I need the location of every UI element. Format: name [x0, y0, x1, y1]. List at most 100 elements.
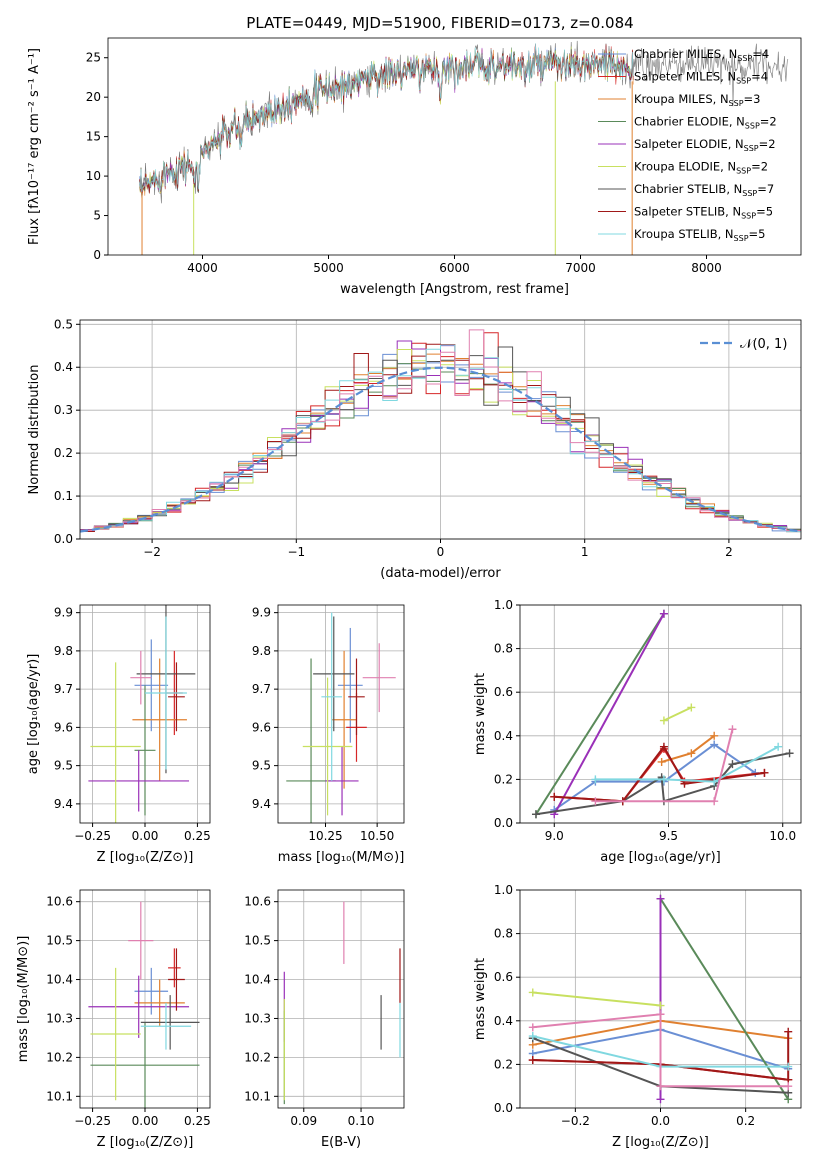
plus-marker — [591, 775, 600, 784]
x-axis-label: Z [log₁₀(Z/Z⊙)] — [612, 1135, 709, 1150]
point-chabrier-miles — [337, 627, 363, 743]
panel-age-vs-Z: −0.25 0.00 0.25 9.4 9.5 9.6 9.7 9.8 9.9 Z [log₁₀(… — [26, 604, 211, 865]
axes-frame — [519, 889, 802, 1109]
point-kroupa-stelib — [321, 612, 343, 781]
x-axis-label: mass [log₁₀(M/M⊙)] — [278, 850, 405, 865]
plus-marker — [687, 749, 696, 758]
plot-area — [531, 609, 794, 819]
y-tick-label: 0.0 — [494, 1101, 513, 1115]
plus-marker — [784, 1082, 793, 1091]
plus-marker — [656, 1082, 665, 1091]
x-tick-label: −0.2 — [561, 1114, 590, 1128]
x-tick-label: 2 — [725, 545, 733, 559]
y-tick-label: 9.8 — [252, 644, 271, 658]
axes-frame — [79, 604, 211, 824]
point-chabrier-elodie — [90, 1022, 200, 1108]
y-tick-label: 0.4 — [494, 729, 513, 743]
series-line — [659, 898, 790, 1100]
point-salpeter-elodie — [88, 975, 190, 1038]
x-tick-label: 0 — [437, 545, 445, 559]
plus-marker — [710, 740, 719, 749]
plot-area — [283, 901, 401, 1105]
point-pink — [130, 650, 152, 705]
plot-area — [80, 329, 801, 533]
plus-marker — [659, 609, 668, 618]
y-tick-label: 10 — [86, 169, 101, 183]
y-tick-label: 15 — [86, 130, 101, 144]
point-chabrier-miles — [134, 639, 169, 732]
point-salpeter-stelib — [168, 948, 185, 1011]
point-salpeter-elodie — [325, 746, 359, 816]
axes-frame — [519, 604, 802, 824]
point-chabrier-stelib — [313, 616, 355, 732]
x-axis-label: E(B-V) — [321, 1135, 361, 1150]
point-kroupa-stelib — [145, 616, 187, 770]
plus-marker — [659, 742, 668, 751]
plus-marker — [784, 1062, 793, 1071]
y-tick-label: 10.6 — [244, 895, 271, 909]
y-axis-label: Flux [fλ10⁻¹⁷ erg cm⁻² s⁻¹ A⁻¹] — [27, 48, 42, 245]
plus-marker — [656, 1010, 665, 1019]
plus-marker — [687, 703, 696, 712]
x-tick-label: 4000 — [187, 261, 218, 275]
y-tick-label: 10.5 — [244, 934, 271, 948]
legend-entry: Salpeter STELIB, NSSP=5 — [634, 205, 773, 221]
legend-entry: 𝒩(0, 1) — [740, 337, 787, 352]
plus-marker — [710, 777, 719, 786]
x-tick-label: 10.25 — [308, 829, 342, 843]
y-tick-label: 1.0 — [494, 883, 513, 897]
legend-entry: Kroupa ELODIE, NSSP=2 — [634, 160, 768, 176]
x-tick-label: 0.2 — [736, 1114, 755, 1128]
plus-marker — [656, 1001, 665, 1010]
plus-marker — [528, 1032, 537, 1041]
y-tick-label: 25 — [86, 51, 101, 65]
series-line — [553, 613, 665, 815]
y-tick-label: 9.7 — [252, 682, 271, 696]
plus-marker — [774, 742, 783, 751]
x-tick-label: 0.25 — [184, 1114, 211, 1128]
legend-entry: Chabrier MILES, NSSP=4 — [634, 47, 769, 63]
y-tick-label: 10.1 — [244, 1089, 271, 1103]
y-tick-label: 0.2 — [54, 446, 73, 460]
point-salpeter-stelib — [348, 658, 365, 736]
y-tick-label: 10.2 — [244, 1050, 271, 1064]
panel-mass-vs-Z: −0.25 0.00 0.25 10.1 10.2 10.3 10.4 10.5 10.6 Z [… — [16, 889, 211, 1150]
plus-marker — [528, 1023, 537, 1032]
panel-age-vs-mass: 10.25 10.50 9.4 9.5 9.6 9.7 9.8 9.9 mass [log₁₀(… — [252, 604, 405, 865]
point-kroupa-elodie — [302, 677, 353, 816]
y-axis-label: age [log₁₀(age/yr)] — [26, 654, 41, 775]
panel-weight-vs-Z: −0.2 0.0 0.2 0.0 0.2 0.4 0.6 0.8 1.0 Z [log₁₀(Z/Z… — [473, 883, 802, 1150]
y-tick-label: 9.7 — [54, 682, 73, 696]
y-tick-label: 0.8 — [494, 642, 513, 656]
series-line — [532, 1013, 789, 1088]
y-tick-label: 10.4 — [244, 973, 271, 987]
x-tick-label: −0.25 — [74, 829, 111, 843]
panel-spectrum: 4000 5000 6000 7000 8000 0 5 10 15 20 25 wavelength… — [27, 37, 802, 297]
series-salpeter-stelib — [550, 742, 769, 806]
panel-residuals: −2 −1 0 1 2 0.0 0.1 0.2 0.3 0.4 0.5 (data-model)/er… — [27, 317, 802, 581]
x-axis-label: Z [log₁₀(Z/Z⊙)] — [97, 1135, 194, 1150]
axes-frame — [79, 889, 211, 1109]
x-tick-label: 1 — [581, 545, 589, 559]
y-tick-label: 9.4 — [252, 797, 271, 811]
x-tick-label: 7000 — [565, 261, 596, 275]
y-tick-label: 9.9 — [54, 606, 73, 620]
point-chabrier-miles — [134, 967, 169, 1015]
y-tick-label: 0.1 — [54, 489, 73, 503]
panel-weight-vs-age: 9.0 9.5 10.0 0.0 0.2 0.4 0.6 0.8 1.0 age [log₁₀(a… — [473, 598, 802, 865]
x-axis-label: wavelength [Angstrom, rest frame] — [340, 282, 569, 297]
plus-marker — [784, 1027, 793, 1036]
series-line — [532, 1031, 790, 1081]
plus-marker — [550, 792, 559, 801]
plot-area — [88, 605, 196, 823]
legend: Chabrier MILES, NSSP=4 Salpeter MILES, NS… — [598, 47, 777, 243]
point-kroupa-miles — [331, 650, 357, 789]
point-kroupa-elodie — [90, 967, 141, 1101]
x-tick-label: 8000 — [691, 261, 722, 275]
y-tick-label: 0.6 — [494, 685, 513, 699]
plus-marker — [710, 797, 719, 806]
series-kroupa-elodie — [659, 703, 696, 725]
y-tick-label: 0.3 — [54, 403, 73, 417]
point-salpeter-elodie — [88, 750, 190, 812]
